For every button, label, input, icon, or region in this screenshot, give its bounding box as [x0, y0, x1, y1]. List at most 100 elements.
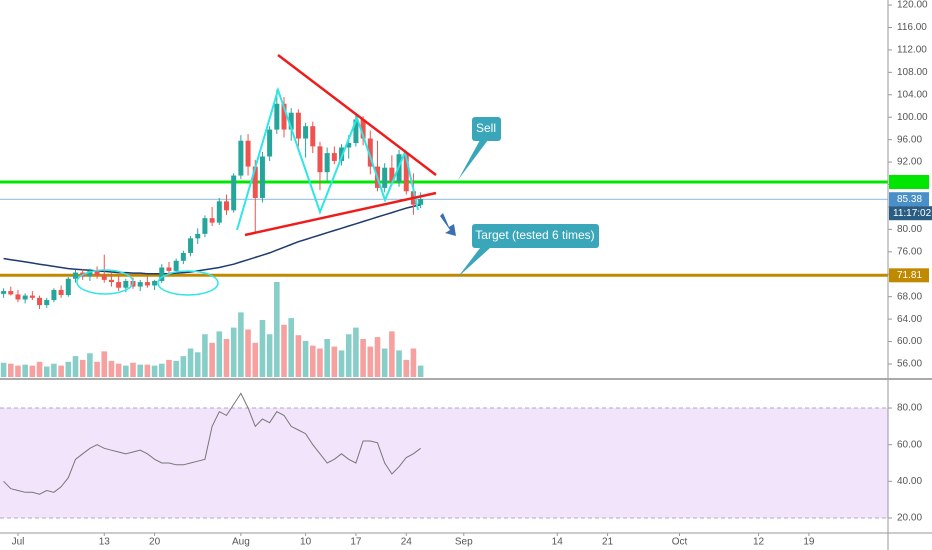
volume-bar — [417, 365, 424, 377]
volume-bar — [130, 362, 136, 377]
volume-bar — [51, 363, 57, 377]
volume-bar — [295, 335, 302, 377]
candle-body — [267, 129, 273, 157]
volume-bar — [345, 334, 352, 377]
volume-bar — [259, 320, 266, 377]
y-tick-label: 60.00 — [897, 439, 922, 450]
volume-bar — [381, 348, 388, 377]
volume-bar — [367, 346, 374, 377]
volume-bar — [43, 366, 50, 377]
candle-body — [159, 267, 165, 281]
candle-body — [152, 280, 158, 286]
volume-bar — [15, 365, 21, 377]
volume-bar — [29, 365, 36, 377]
x-tick-label: 20 — [149, 537, 161, 548]
price-label: 85.38 — [897, 194, 922, 205]
x-tick-label: 13 — [99, 537, 111, 548]
volume-bar — [151, 365, 158, 377]
volume-bar — [180, 356, 187, 377]
volume-bar — [173, 360, 179, 377]
volume-bar — [324, 339, 330, 377]
candle-body — [331, 153, 337, 161]
candle-body — [288, 112, 294, 130]
candle-body — [245, 140, 251, 167]
candle-body — [72, 272, 78, 279]
candle-body — [202, 218, 208, 234]
volume-bar — [410, 348, 417, 377]
volume-bar — [115, 363, 122, 377]
candle-body — [303, 126, 309, 139]
x-tick-label: 17 — [350, 537, 362, 548]
price-box — [889, 192, 929, 207]
candle-body — [353, 119, 359, 144]
volume-bar — [158, 363, 165, 377]
y-tick-label: 108.00 — [897, 67, 928, 78]
x-tick-label: 10 — [300, 537, 312, 548]
candle-body — [274, 103, 280, 130]
candle-body — [94, 270, 100, 276]
moving-average — [3, 203, 421, 275]
callout-pointer — [458, 248, 490, 277]
candle-body — [101, 275, 107, 280]
x-tick-label: 12 — [753, 537, 765, 548]
candle-body — [209, 218, 215, 223]
arrow — [440, 213, 456, 236]
volume-bar — [72, 356, 79, 377]
candle-body — [339, 147, 345, 161]
y-tick-label: 20.00 — [897, 513, 922, 524]
volume-bar — [230, 327, 237, 377]
candle-body — [295, 112, 301, 139]
candle-body — [259, 156, 265, 198]
candle-body — [360, 119, 366, 139]
volume-bar — [374, 337, 381, 377]
candle-body — [144, 282, 150, 286]
level-label: 71.81 — [897, 270, 922, 281]
candle-body — [346, 143, 352, 148]
drawings: Sell Target (tested 6 times) — [76, 54, 599, 296]
candle-body — [8, 291, 14, 295]
volume-bar — [403, 359, 410, 377]
level-box — [889, 174, 929, 189]
volume-bar — [144, 364, 151, 377]
candle-body — [188, 238, 194, 253]
trend-line — [244, 191, 437, 237]
candle-body — [382, 167, 388, 188]
volume-bar — [396, 350, 402, 377]
candle-body — [281, 103, 287, 130]
countdown-box — [889, 206, 932, 221]
y-tick-label: 120.00 — [897, 0, 928, 11]
ellipse — [76, 269, 134, 295]
volume-bar — [238, 312, 244, 377]
x-tick-label: Aug — [232, 537, 250, 548]
candle-body — [173, 260, 179, 271]
x-tick-label: Oct — [672, 537, 688, 548]
candle-body — [231, 175, 237, 211]
volume-bar — [360, 339, 366, 377]
volume-bar — [288, 318, 295, 377]
candle-body — [216, 201, 222, 223]
volume-bar — [252, 342, 259, 377]
y-tick-label: 100.00 — [897, 112, 928, 123]
volume-bar — [245, 329, 251, 377]
y-tick-label: 68.00 — [897, 291, 922, 302]
volume-bar — [87, 353, 93, 377]
volume-bar — [123, 365, 129, 377]
candle-body — [367, 138, 373, 167]
volume-bar — [338, 350, 345, 377]
candle-body — [166, 267, 172, 271]
volume-bar — [274, 282, 280, 377]
countdown: 11:17:02 — [893, 208, 932, 219]
candle-body — [403, 154, 409, 192]
volume-bar — [36, 361, 43, 377]
y-tick-label: 80.00 — [897, 224, 922, 235]
candle-body — [58, 289, 64, 295]
trend-line — [277, 54, 437, 176]
candle-body — [65, 278, 71, 295]
rsi-line — [3, 392, 421, 495]
x-tick-label: 19 — [803, 537, 815, 548]
candle-body — [238, 140, 244, 176]
volume-bar — [65, 361, 72, 377]
level-box — [889, 268, 929, 283]
y-tick-label: 56.00 — [897, 359, 922, 370]
candle-body — [15, 294, 21, 300]
